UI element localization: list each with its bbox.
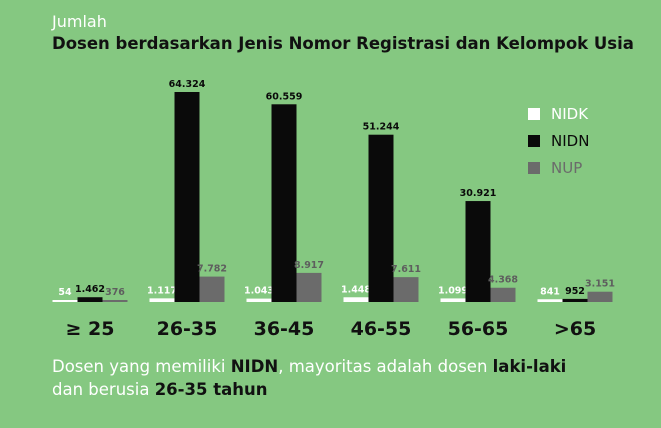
- bar-nidk-3: [343, 297, 369, 302]
- data-label-nidn-3: 51.244: [363, 122, 400, 133]
- data-label-nup-0: 376: [105, 287, 125, 298]
- data-label-nup-1: 7.782: [197, 264, 227, 275]
- bar-nidk-1: [149, 298, 175, 302]
- legend-swatch-nidn: [528, 134, 540, 147]
- data-label-nup-2: 8.917: [294, 260, 324, 271]
- legend-swatch-nup: [528, 161, 540, 174]
- legend-label-nup: NUP: [551, 158, 583, 177]
- data-label-nup-5: 3.151: [585, 279, 615, 290]
- category-label-1: 26-35: [157, 318, 218, 340]
- data-label-nidn-5: 952: [565, 286, 585, 297]
- legend-swatch-nidk: [528, 107, 540, 120]
- data-label-nidn-0: 1.462: [75, 284, 105, 295]
- bar-nup-2: [296, 272, 322, 302]
- category-label-5: >65: [554, 318, 596, 340]
- legend-item-nup: NUP: [528, 154, 589, 181]
- category-label-2: 36-45: [254, 318, 315, 340]
- bar-nidn-5: [562, 298, 588, 302]
- bar-nup-5: [587, 291, 613, 302]
- bar-nup-4: [490, 287, 516, 302]
- data-label-nidn-2: 60.559: [266, 91, 303, 102]
- legend-label-nidk: NIDK: [551, 104, 589, 123]
- bar-nidk-4: [440, 298, 466, 302]
- category-label-4: 56-65: [448, 318, 509, 340]
- category-label-0: ≥ 25: [66, 318, 115, 340]
- data-label-nidn-4: 30.921: [460, 188, 497, 199]
- bar-nidk-2: [246, 298, 272, 302]
- bar-nidn-2: [271, 104, 297, 302]
- data-label-nidk-4: 1.099: [438, 285, 468, 296]
- bar-chart: 54 1.462 376 ≥ 25 1.117 64.324 7.782 26-35 1.043…: [52, 79, 615, 340]
- data-label-nidk-2: 1.043: [244, 286, 274, 297]
- data-label-nidk-3: 1.448: [341, 284, 371, 295]
- bar-nidk-5: [537, 299, 563, 302]
- data-label-nidk-5: 841: [540, 286, 560, 297]
- bar-nup-1: [199, 276, 225, 302]
- bar-nidk-0: [52, 300, 78, 302]
- data-label-nup-3: 7.611: [391, 264, 421, 275]
- chart-title: Dosen berdasarkan Jenis Nomor Registrasi…: [52, 34, 634, 53]
- data-label-nidk-1: 1.117: [147, 285, 177, 296]
- data-label-nup-4: 4.368: [488, 275, 518, 286]
- legend-item-nidk: NIDK: [528, 100, 589, 127]
- bar-nup-3: [393, 277, 419, 302]
- footer-caption: Dosen yang memiliki NIDN, mayoritas adal…: [52, 355, 566, 401]
- bar-nidn-1: [174, 92, 200, 302]
- footer-line-1: Dosen yang memiliki NIDN, mayoritas adal…: [52, 357, 567, 376]
- chart-pretitle: Jumlah: [52, 12, 107, 31]
- bar-nidn-0: [77, 297, 103, 302]
- bar-nup-0: [102, 300, 128, 302]
- data-label-nidn-1: 64.324: [169, 79, 206, 90]
- bar-nidn-4: [465, 201, 491, 302]
- bar-nidn-3: [368, 134, 394, 302]
- footer-line-2: dan berusia 26-35 tahun: [52, 380, 268, 399]
- legend-label-nidn: NIDN: [551, 131, 590, 150]
- data-label-nidk-0: 54: [58, 287, 72, 298]
- category-label-3: 46-55: [351, 318, 412, 340]
- legend-item-nidn: NIDN: [528, 127, 589, 154]
- legend: NIDK NIDN NUP: [528, 100, 589, 181]
